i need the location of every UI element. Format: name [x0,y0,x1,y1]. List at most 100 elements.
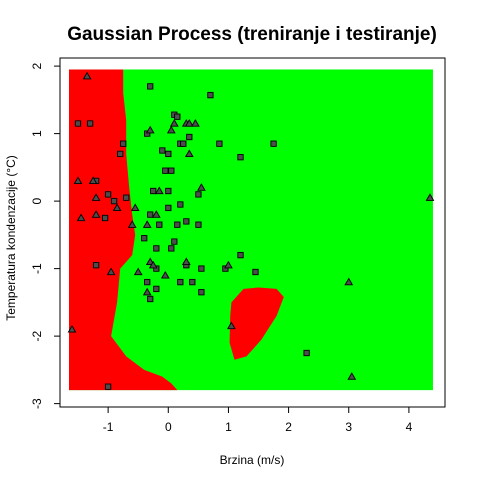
data-point-triangle [151,210,161,218]
data-point-triangle [184,118,194,127]
data-points [67,71,435,390]
x-tick-label: 4 [406,420,413,434]
data-point-square [86,120,94,127]
data-point-square [147,211,154,218]
data-point-square [222,265,229,272]
y-tick-label: -3 [30,398,44,409]
data-point-triangle [112,203,122,212]
x-tick-label: 3 [345,420,352,434]
data-point-triangle [127,220,137,228]
data-point-square [92,262,100,269]
data-point-square [74,120,82,127]
y-tick-label: 2 [30,62,44,69]
classification-regions [69,69,433,391]
data-point-square [186,133,193,141]
data-point-square [110,197,118,205]
data-point-square [174,221,181,228]
region-a-island [229,287,284,360]
x-axis: -1 0 1 2 3 4 [103,406,413,434]
data-point-triangle [91,210,101,218]
x-tick-label: 1 [225,420,232,434]
data-point-triangle [88,176,98,185]
data-point-square [150,187,157,195]
data-point-square [104,191,112,198]
x-tick-label: 0 [165,420,172,434]
data-point-square [165,187,172,195]
data-point-square [303,349,310,357]
y-tick-label: 1 [30,130,44,137]
data-point-square [198,265,205,272]
data-point-square [144,130,151,137]
data-point-square [144,278,151,286]
x-tick-label: 2 [285,420,292,434]
y-axis: -3 -2 -1 0 1 2 [30,62,61,409]
data-point-square [171,238,178,245]
data-point-square [237,154,244,161]
data-point-triangle [169,118,179,127]
data-point-square [117,150,124,158]
data-point-triangle [154,186,164,195]
data-point-triangle [184,149,194,158]
data-point-triangle [142,287,152,296]
x-axis-label: Brzina (m/s) [220,453,285,467]
data-point-triangle [160,270,170,279]
data-point-triangle [191,118,200,127]
data-point-square [189,278,196,286]
data-point-square [216,140,223,147]
data-point-triangle [148,260,158,269]
data-point-triangle [227,321,236,330]
y-tick-label: 0 [30,197,44,204]
data-point-square [168,167,175,174]
data-point-square [159,147,166,154]
data-point-square [252,268,259,276]
data-point-triangle [166,125,176,134]
data-point-square [101,214,109,222]
data-point-square [165,150,172,158]
data-point-triangle [181,257,191,266]
data-point-square [195,221,202,228]
data-point-square [180,140,187,147]
data-point-triangle [67,324,77,333]
data-point-square [156,221,163,228]
x-tick-label: -1 [103,420,114,434]
data-point-triangle [344,277,354,286]
region-a-left [69,69,178,391]
data-point-triangle [130,203,140,212]
y-tick-label: -1 [30,263,44,274]
y-tick-label: -2 [30,330,44,341]
data-point-square [153,285,160,293]
data-point-square [177,201,184,208]
data-point-square [147,295,154,303]
data-point-square [195,191,202,198]
data-point-square [237,251,244,259]
data-point-triangle [82,71,92,80]
data-point-triangle [133,267,143,276]
chart-title: Gaussian Process (treniranje i testiranj… [67,24,437,45]
data-point-square [162,167,169,174]
data-point-triangle [106,267,116,276]
data-point-square [104,383,112,390]
data-point-square [120,140,127,147]
data-point-square [270,140,277,147]
data-point-square [177,278,184,286]
data-point-triangle [197,183,206,191]
data-point-square [198,289,205,296]
data-point-triangle [347,372,357,380]
data-point-square [165,204,172,212]
data-point-square [153,265,160,272]
data-point-square [207,91,214,99]
data-point-triangle [76,213,86,222]
data-point-triangle [142,220,152,228]
data-point-square [141,235,148,242]
data-point-triangle [425,193,435,201]
data-point-triangle [73,176,83,185]
data-point-square [123,194,130,201]
data-point-square [183,218,190,225]
data-point-triangle [145,125,155,134]
data-point-square [168,245,175,252]
data-point-square [147,83,154,90]
data-point-triangle [224,260,233,269]
data-point-triangle [91,193,101,201]
data-point-square [174,113,181,120]
